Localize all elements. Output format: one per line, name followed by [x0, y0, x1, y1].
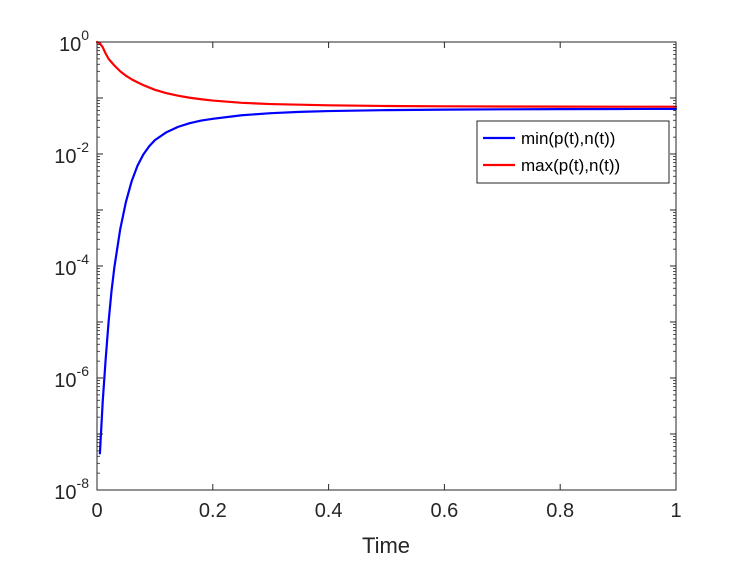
legend-label-2: max(p(t),n(t)): [521, 156, 620, 175]
x-tick-label: 0.4: [315, 500, 343, 522]
y-tick-label: 10-8: [54, 475, 89, 504]
x-tick-label: 0.8: [546, 500, 574, 522]
plot-frame: [96, 41, 677, 491]
legend[interactable]: min(p(t),n(t)) max(p(t),n(t)): [476, 120, 670, 184]
x-tick-label: 0: [91, 500, 102, 522]
y-tick-label: 10-4: [54, 251, 89, 280]
x-tick-label: 1: [670, 500, 681, 522]
x-axis-title: Time: [362, 533, 410, 558]
legend-box: [476, 120, 670, 184]
y-tick-labels: 100 10-2 10-4 10-6 10-8: [54, 27, 89, 504]
y-tick-label: 100: [59, 27, 89, 56]
x-tick-label: 0.2: [199, 500, 227, 522]
series-layer: [95, 40, 678, 455]
series-line-2: [95, 40, 678, 108]
legend-label-1: min(p(t),n(t)): [521, 129, 615, 148]
x-tick-label: 0.6: [430, 500, 458, 522]
series-line-1: [98, 107, 678, 455]
y-tick-label: 10-2: [54, 139, 89, 168]
x-tick-labels: 0 0.2 0.4 0.6 0.8 1: [91, 500, 681, 522]
plot-background: [97, 42, 676, 490]
y-tick-label: 10-6: [54, 363, 89, 392]
